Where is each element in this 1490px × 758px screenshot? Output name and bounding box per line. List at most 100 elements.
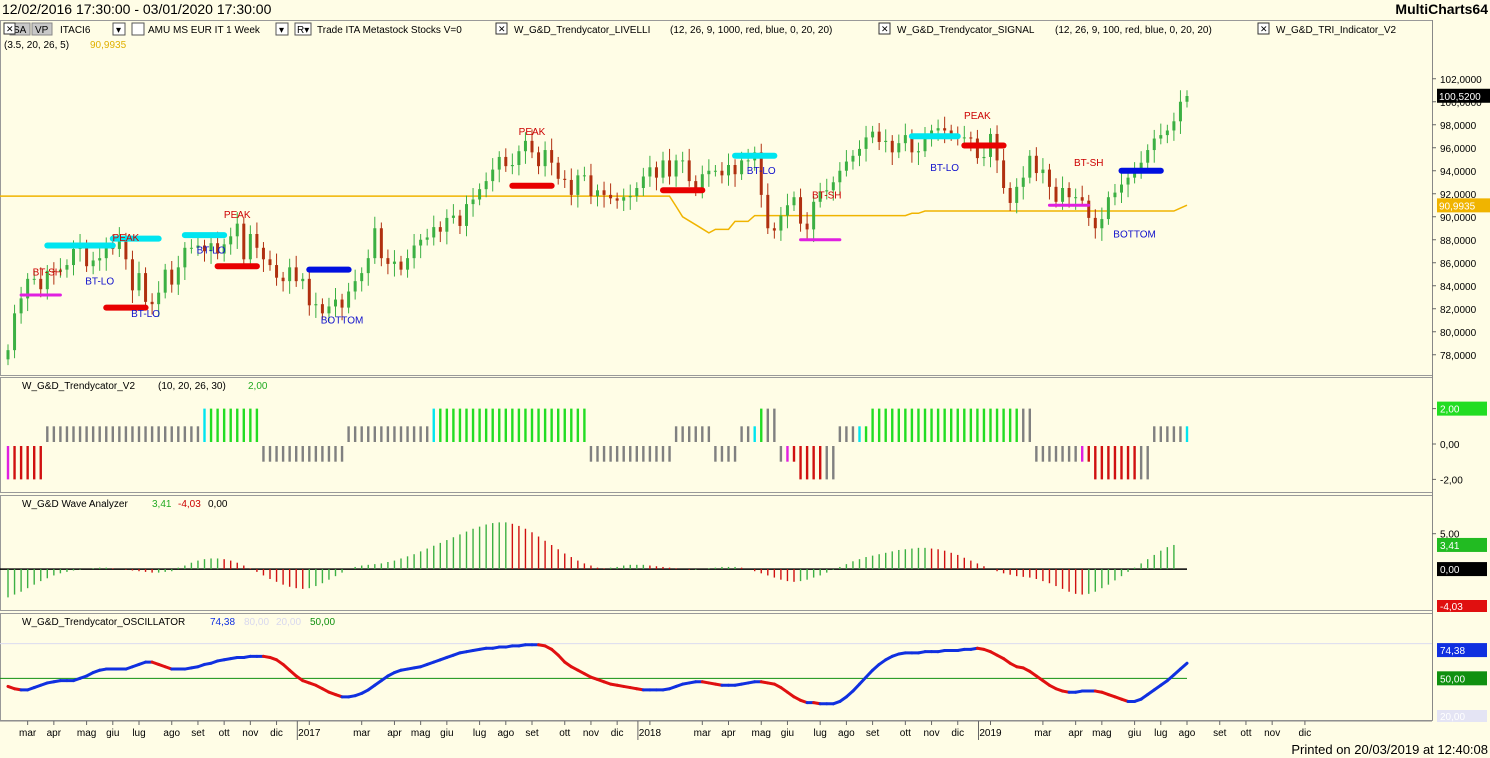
v2-bar [596,446,599,462]
candle [170,269,174,285]
v2-bar [792,446,796,462]
candle [550,150,554,163]
candle [294,267,298,282]
candle [831,182,835,191]
close-icon: ✕ [1260,24,1268,34]
candle [897,143,901,153]
v2-bar [858,426,861,442]
v2-bar [484,408,488,442]
candle [537,152,541,167]
candle [130,259,134,291]
candle [399,261,403,270]
candle [903,135,907,144]
title-bar: 12/02/2016 17:30:00 - 03/01/2020 17:30:0… [0,0,1490,20]
v2-bar [229,408,232,442]
candle [949,130,953,136]
v2-bar [661,446,665,462]
candle [785,205,789,216]
r-button[interactable] [294,22,312,36]
v2-bar [1035,446,1038,462]
osc-tag-low [1437,710,1487,722]
v2-bar [295,446,298,462]
candle [6,350,10,360]
v2-bar [1002,408,1005,442]
candle [1021,177,1025,187]
osc-close-button[interactable] [3,22,16,35]
candle [582,175,586,177]
candle [910,135,914,153]
signal-label: BT-LO [747,166,776,177]
study1-close-button[interactable] [495,22,508,35]
osc-tag-low-text: 20,00 [1440,712,1465,723]
candle [740,160,744,175]
candle [792,197,796,206]
osc-tag-mid-text: 50,00 [1440,674,1465,685]
candle [982,156,986,159]
candle [445,217,449,232]
app-name: MultiCharts64 [1395,1,1488,17]
interval-dropdown[interactable] [275,22,289,36]
study3-close-button[interactable] [1257,22,1270,35]
vp-button[interactable] [31,22,53,36]
candle [150,301,154,305]
v2-bar [85,426,88,442]
v2-bar [557,408,560,442]
candle [871,131,875,138]
candle [209,243,213,252]
v2-bar [46,426,49,442]
v2-bar [399,426,403,442]
v2-bar [1028,408,1031,442]
candle [1178,101,1182,122]
candle [681,160,685,162]
candle [1100,219,1104,229]
candle [471,199,475,205]
chart-area[interactable]: SA VP ITACI6 ▾ AMU MS EUR IT 1 Week ▾ R▾ Trade … [0,20,1490,740]
candle [1139,162,1143,171]
candle [844,161,848,171]
candle [504,156,508,167]
v2-bar [812,446,815,480]
candle [635,188,639,197]
x-tick-label: mag [411,728,430,739]
v2-bar [963,408,966,442]
v2-bar [1048,446,1051,462]
x-tick-label: ago [838,728,855,739]
candle [1113,192,1117,198]
instrument-icon[interactable] [131,22,145,36]
candle [1165,130,1169,136]
wave-v1: 3,41 [152,499,172,510]
candle [1093,217,1097,229]
x-tick-label: mar [694,728,712,739]
v2-bar [209,408,213,442]
candle [334,299,337,307]
candle [451,215,455,218]
candle [248,234,252,260]
date-range: 12/02/2016 17:30:00 - 03/01/2020 17:30:0… [2,1,272,17]
v2-bar [340,446,344,462]
v2-bar [386,426,390,442]
x-tick-label: mar [1034,728,1052,739]
v2-bar [943,408,946,442]
candle [438,227,442,232]
candle [98,258,102,261]
candle [700,174,704,188]
symbol-dropdown[interactable] [112,22,126,36]
sa-button-label: SA [13,25,27,36]
price-tick-label: 92,0000 [1440,190,1477,201]
x-tick-label: mar [19,728,37,739]
v2-bar [367,426,370,442]
vp-button-label: VP [35,25,49,36]
study3-name: W_G&D_TRI_Indicator_V2 [1276,25,1396,36]
v2-bar [419,426,422,442]
v2-bar [504,408,507,442]
study2-close-button[interactable] [878,22,891,35]
candle [1133,170,1137,178]
v2-bar [871,408,874,442]
v2-tick-label: -2,00 [1440,475,1463,486]
wave-tag-neg-text: -4,03 [1440,602,1463,613]
price-tick-label: 78,0000 [1440,351,1477,362]
v2-bar [157,426,160,442]
candle [779,215,783,231]
x-tick-label: giu [106,728,119,739]
close-icon: ✕ [881,24,889,34]
